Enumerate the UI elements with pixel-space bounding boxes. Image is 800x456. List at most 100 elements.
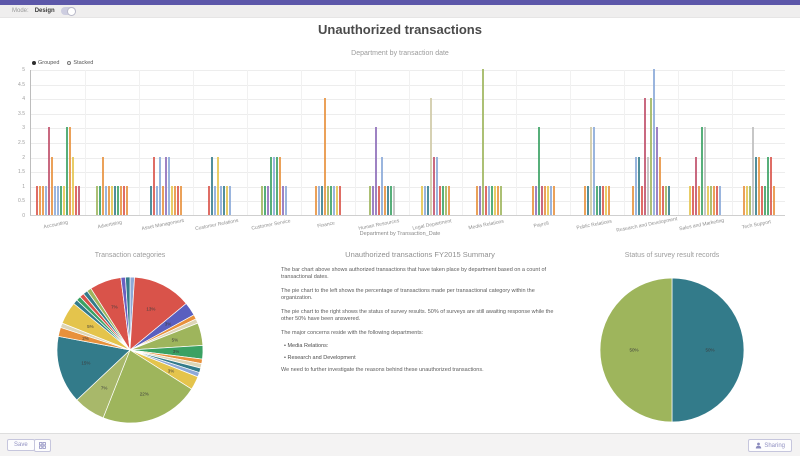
pie-slice[interactable]: [671, 277, 745, 423]
bar[interactable]: [380, 156, 383, 215]
bar[interactable]: [716, 185, 719, 215]
bar[interactable]: [653, 69, 656, 215]
bar[interactable]: [332, 185, 335, 215]
bar[interactable]: [50, 156, 53, 215]
bar[interactable]: [95, 185, 98, 215]
bar[interactable]: [266, 185, 269, 215]
bar[interactable]: [386, 185, 389, 215]
bar[interactable]: [53, 185, 56, 215]
bar[interactable]: [423, 185, 426, 215]
bar[interactable]: [758, 156, 761, 215]
bar[interactable]: [272, 156, 275, 215]
bar[interactable]: [65, 127, 68, 215]
bar[interactable]: [719, 185, 722, 215]
bar[interactable]: [531, 185, 534, 215]
pie-slice[interactable]: [599, 277, 673, 423]
bar[interactable]: [389, 185, 392, 215]
survey-status-pie-chart[interactable]: 50% 50%: [557, 264, 787, 432]
bar[interactable]: [608, 185, 611, 215]
bar[interactable]: [438, 185, 441, 215]
bar[interactable]: [479, 185, 482, 215]
bar[interactable]: [41, 185, 44, 215]
bar[interactable]: [47, 127, 50, 215]
bar[interactable]: [632, 185, 635, 215]
bar[interactable]: [764, 185, 767, 215]
bar[interactable]: [371, 185, 374, 215]
bar[interactable]: [164, 156, 167, 215]
bar[interactable]: [211, 156, 214, 215]
bar[interactable]: [167, 156, 170, 215]
bar[interactable]: [494, 185, 497, 215]
bar[interactable]: [552, 185, 555, 215]
bar[interactable]: [176, 185, 179, 215]
bar[interactable]: [710, 185, 713, 215]
save-button[interactable]: Save: [7, 439, 35, 451]
bar[interactable]: [641, 185, 644, 215]
bar[interactable]: [549, 185, 552, 215]
pie-slice[interactable]: [129, 276, 187, 351]
bar[interactable]: [110, 185, 113, 215]
bar[interactable]: [432, 156, 435, 215]
legend-stacked-radio[interactable]: Stacked: [67, 60, 93, 66]
bar[interactable]: [68, 127, 71, 215]
bar[interactable]: [374, 127, 377, 215]
bar[interactable]: [220, 185, 223, 215]
bar[interactable]: [596, 185, 599, 215]
bar[interactable]: [485, 185, 488, 215]
legend-grouped-radio[interactable]: Grouped: [32, 60, 59, 66]
bar[interactable]: [534, 185, 537, 215]
bar[interactable]: [755, 156, 758, 215]
bar[interactable]: [656, 127, 659, 215]
bar[interactable]: [326, 185, 329, 215]
bar[interactable]: [599, 185, 602, 215]
bar[interactable]: [74, 185, 77, 215]
bar[interactable]: [500, 185, 503, 215]
bar[interactable]: [752, 127, 755, 215]
bar[interactable]: [125, 185, 128, 215]
bar[interactable]: [546, 185, 549, 215]
bar[interactable]: [208, 185, 211, 215]
bar[interactable]: [284, 185, 287, 215]
bar[interactable]: [695, 156, 698, 215]
bar[interactable]: [668, 185, 671, 215]
bar[interactable]: [662, 185, 665, 215]
bar[interactable]: [537, 127, 540, 215]
bar[interactable]: [77, 185, 80, 215]
bar[interactable]: [692, 185, 695, 215]
bar[interactable]: [770, 156, 773, 215]
bar[interactable]: [749, 185, 752, 215]
bar[interactable]: [587, 185, 590, 215]
bar[interactable]: [56, 185, 59, 215]
bar[interactable]: [689, 185, 692, 215]
bar[interactable]: [260, 185, 263, 215]
bar[interactable]: [593, 127, 596, 215]
bar[interactable]: [44, 185, 47, 215]
bar[interactable]: [476, 185, 479, 215]
bar[interactable]: [179, 185, 182, 215]
bar[interactable]: [602, 185, 605, 215]
bar[interactable]: [543, 185, 546, 215]
bar[interactable]: [377, 185, 380, 215]
sharing-button[interactable]: Sharing: [748, 439, 792, 452]
bar[interactable]: [278, 156, 281, 215]
bar[interactable]: [746, 185, 749, 215]
bar[interactable]: [605, 185, 608, 215]
bar[interactable]: [275, 156, 278, 215]
bar[interactable]: [170, 185, 173, 215]
bar[interactable]: [122, 185, 125, 215]
bar[interactable]: [659, 156, 662, 215]
bar[interactable]: [429, 98, 432, 215]
bar[interactable]: [444, 185, 447, 215]
bar[interactable]: [338, 185, 341, 215]
transaction-categories-pie-chart[interactable]: 13% 3% 5% 3% 3% 22% 7% 15% 2% 5% 7%: [15, 264, 245, 432]
bar[interactable]: [38, 185, 41, 215]
bar[interactable]: [329, 185, 332, 215]
bar[interactable]: [226, 185, 229, 215]
pie-slice[interactable]: [102, 349, 193, 424]
bar[interactable]: [263, 185, 266, 215]
bar[interactable]: [173, 185, 176, 215]
bar[interactable]: [497, 185, 500, 215]
bar[interactable]: [113, 185, 116, 215]
bar[interactable]: [647, 156, 650, 215]
bar[interactable]: [101, 156, 104, 215]
